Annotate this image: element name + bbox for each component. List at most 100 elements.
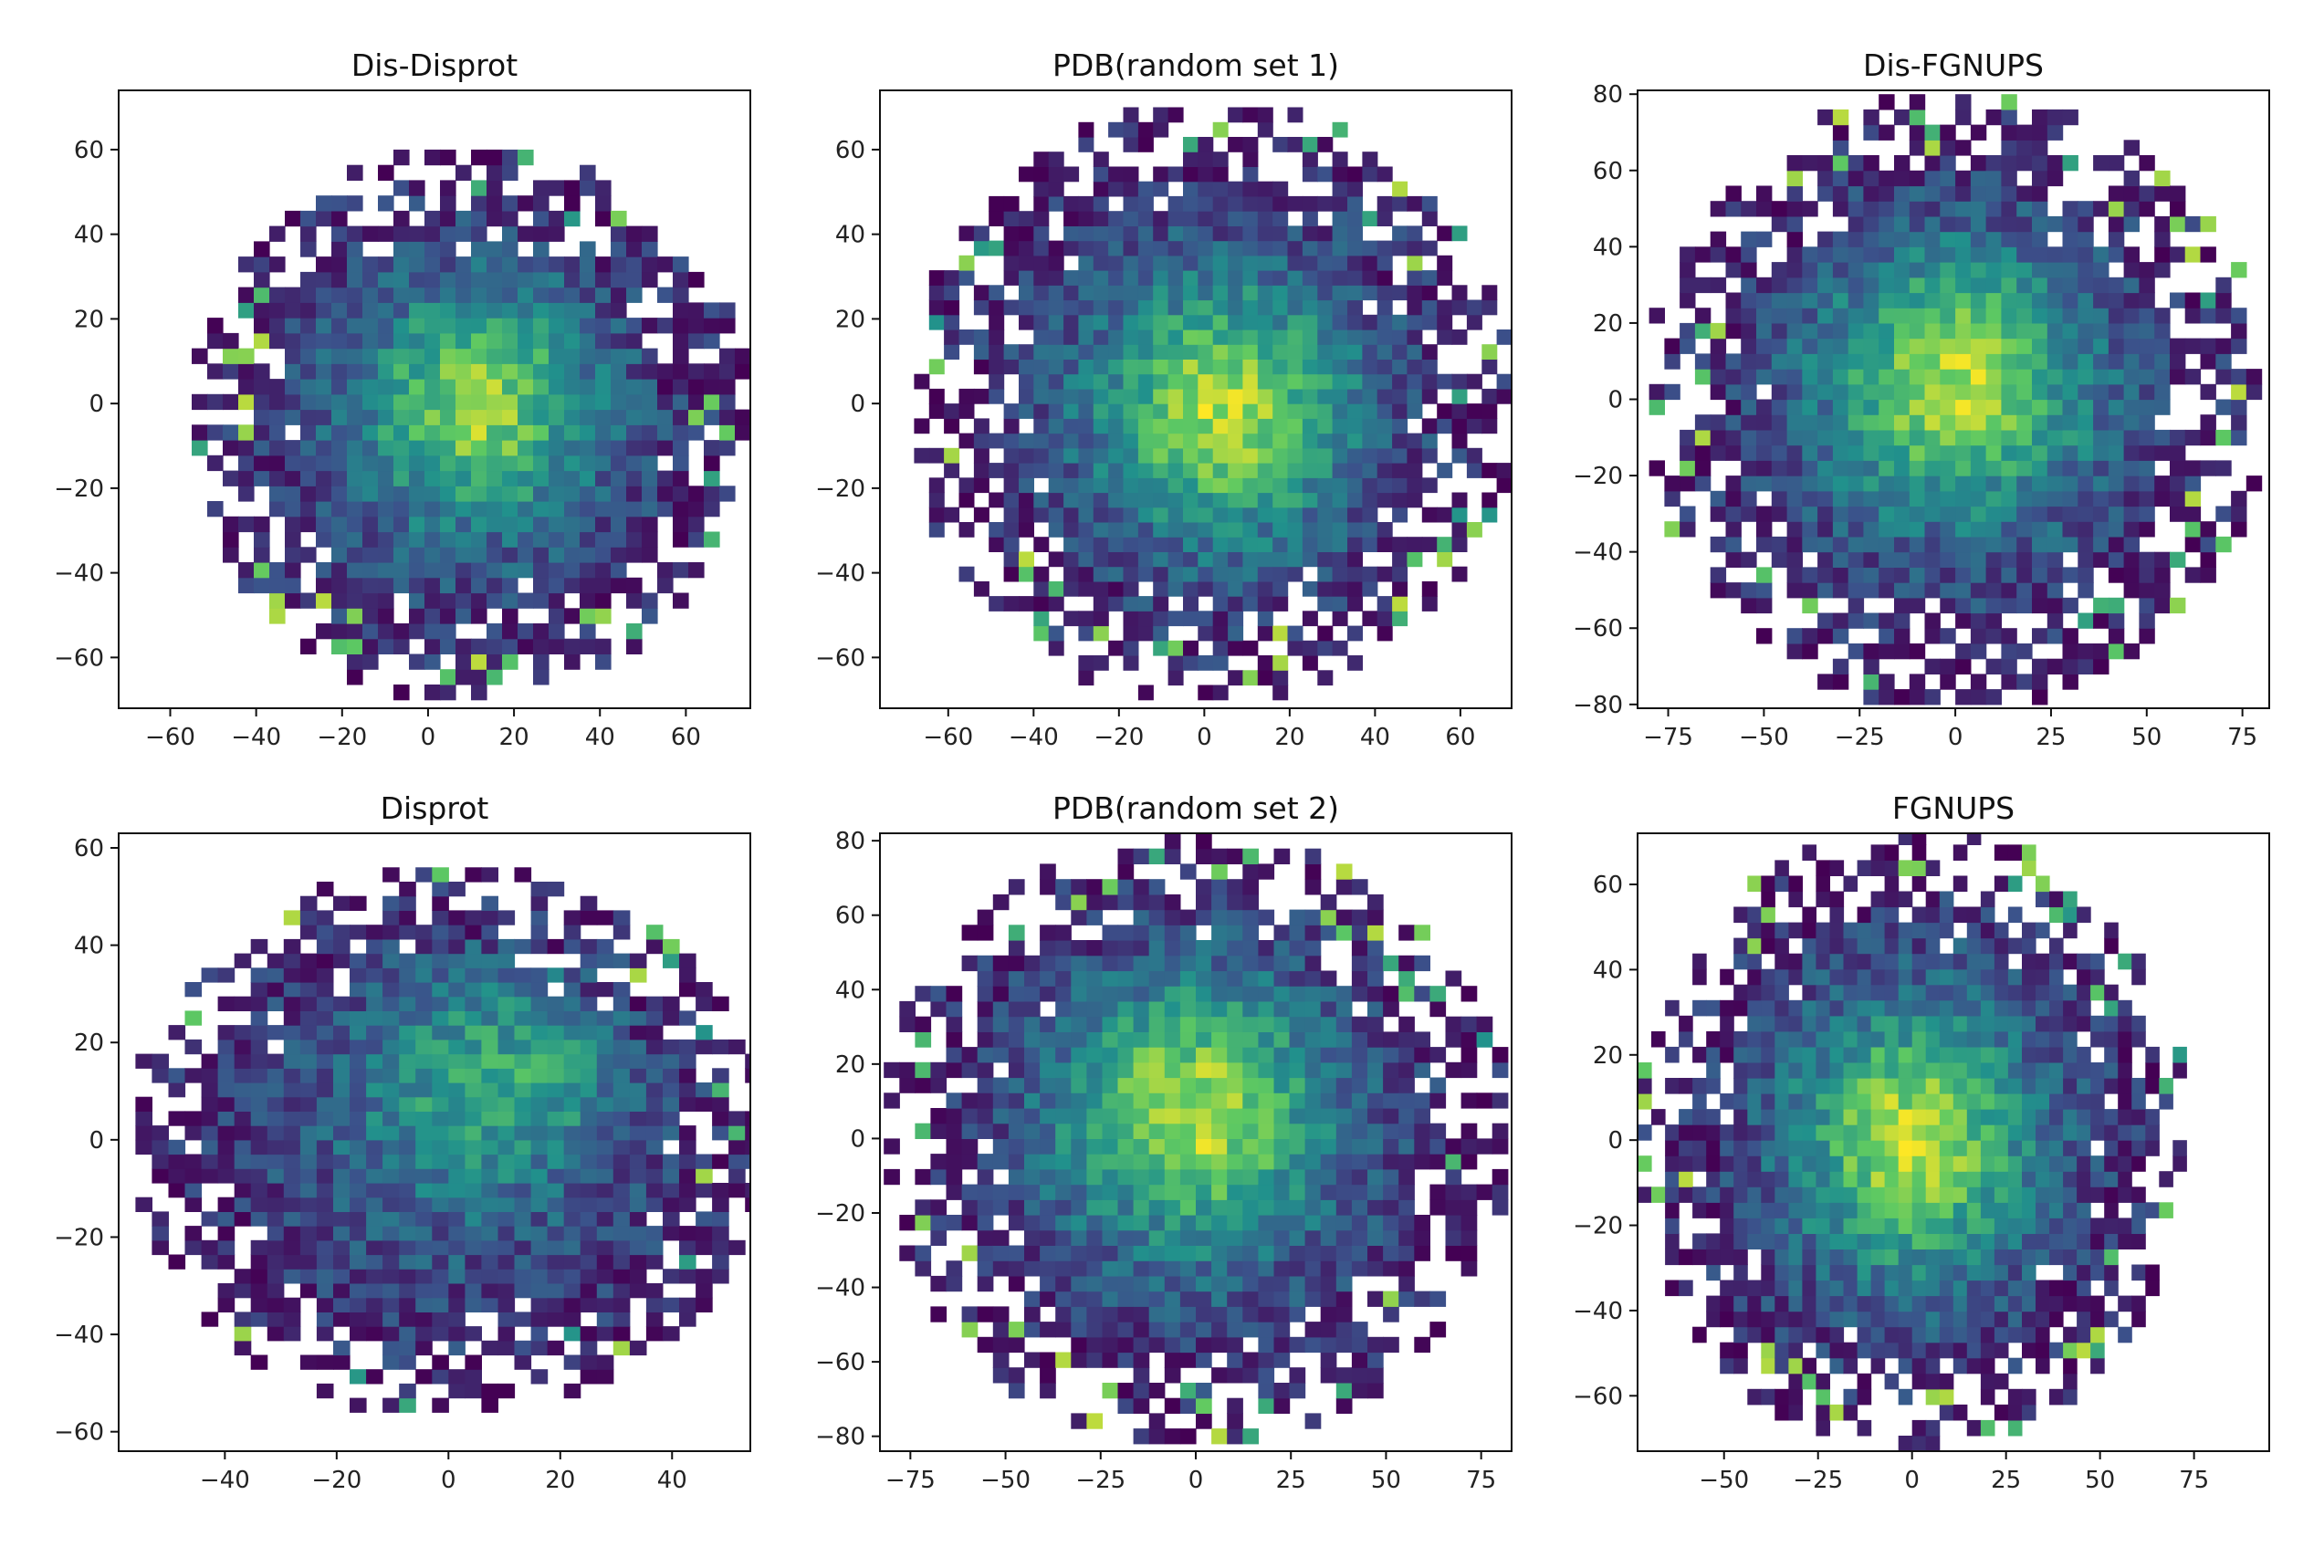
heatmap-cell (393, 516, 410, 533)
heatmap-cell (2200, 536, 2216, 553)
heatmap-cell (1108, 329, 1125, 345)
heatmap-cell (1383, 955, 1399, 972)
heatmap-cell (1008, 970, 1025, 987)
heatmap-cell (299, 1125, 318, 1141)
heatmap-cell (1429, 1322, 1447, 1338)
heatmap-cell (502, 210, 518, 227)
heatmap-cells (884, 833, 1509, 1445)
heatmap-cell (1183, 463, 1199, 478)
x-tick-label: 40 (585, 724, 615, 751)
heatmap-cell (2032, 399, 2048, 415)
heatmap-cell (362, 440, 379, 456)
heatmap-cell (679, 1297, 696, 1312)
heatmap-cell (254, 455, 270, 472)
heatmap-cell (267, 1211, 285, 1227)
heatmap-cell (283, 1197, 301, 1212)
heatmap-cell (1086, 1061, 1104, 1079)
heatmap-cell (1320, 970, 1337, 987)
heatmap-cell (1347, 418, 1363, 434)
heatmap-cell (992, 1154, 1010, 1170)
heatmap-cell (1257, 463, 1273, 478)
heatmap-cell (1460, 1092, 1478, 1109)
heatmap-cell (1451, 329, 1468, 345)
heatmap-cell (696, 1269, 713, 1284)
heatmap-cell (299, 1010, 318, 1026)
heatmap-cell (1148, 1245, 1166, 1261)
heatmap-cell (1258, 1000, 1275, 1018)
heatmap-cell (432, 1111, 449, 1126)
y-tick-label: −40 (815, 560, 865, 588)
heatmap-cell (1832, 369, 1849, 385)
heatmap-cell (973, 418, 989, 434)
heatmap-cell (217, 1197, 236, 1212)
heatmap-cell (2184, 536, 2202, 553)
heatmap-cell (1802, 490, 1818, 507)
y-tick-label: −60 (1573, 615, 1623, 643)
heatmap-cell (1496, 477, 1513, 494)
heatmap-cell (1257, 225, 1273, 242)
heatmap-cell (1817, 612, 1834, 629)
heatmap-cell (217, 967, 236, 983)
heatmap-cell (333, 938, 351, 955)
heatmap-cell (393, 470, 410, 486)
heatmap-cell (1287, 329, 1303, 345)
heatmap-cell (679, 1010, 696, 1026)
heatmap-cell (1848, 551, 1865, 568)
heatmap-cell (502, 225, 518, 242)
heatmap-cell (1407, 477, 1423, 494)
heatmap-cell (1258, 1383, 1275, 1399)
heatmap-cell (1437, 551, 1453, 568)
heatmap-cell (549, 638, 565, 654)
heatmap-cell (1817, 155, 1834, 172)
heatmap-cell (1196, 1215, 1212, 1231)
heatmap-cell (642, 225, 658, 242)
heatmap-cell (254, 287, 270, 303)
heatmap-cell (2108, 155, 2125, 172)
heatmap-cell (331, 256, 348, 273)
heatmap-cell (1148, 1047, 1166, 1063)
heatmap-cell (1879, 444, 1895, 461)
heatmap-cell (2078, 231, 2094, 247)
heatmap-cell (1437, 403, 1453, 419)
heatmap-cell (2016, 536, 2033, 553)
heatmap-cell (300, 287, 317, 303)
heatmap-cell (1407, 225, 1423, 242)
heatmap-cell (1771, 262, 1788, 278)
heatmap-cell (696, 1082, 713, 1098)
heatmap-cell (1227, 1077, 1243, 1093)
heatmap-cell (2001, 231, 2017, 247)
heatmap-cell (2047, 490, 2064, 507)
heatmap-cell (1665, 1202, 1680, 1218)
heatmap-cell (663, 1183, 680, 1198)
heatmap-cell (958, 492, 975, 508)
heatmap-cell (1649, 460, 1665, 476)
heatmap-cell (267, 1183, 285, 1198)
heatmap-cell (549, 287, 565, 303)
heatmap-cell (432, 1354, 449, 1370)
heatmap-cell (283, 1125, 301, 1141)
heatmap-cell (316, 1312, 334, 1327)
heatmap-cell (487, 547, 503, 563)
y-tick-label: −40 (1573, 539, 1623, 567)
heatmap-cell (1351, 1016, 1368, 1032)
heatmap-cell (915, 1215, 932, 1231)
heatmap-cell (234, 953, 252, 968)
heatmap-cell (1273, 1138, 1291, 1155)
heatmap-cell (497, 982, 516, 998)
heatmap-cell (1003, 270, 1020, 286)
heatmap-cell (2032, 246, 2048, 263)
heatmap-cell (580, 608, 596, 624)
heatmap-cell (1033, 255, 1050, 271)
heatmap-cell (2093, 246, 2109, 263)
heatmap-cell (1802, 322, 1818, 340)
heatmap-cell (1167, 240, 1184, 256)
axes-frame (118, 832, 751, 1452)
heatmap-cell (1771, 414, 1788, 431)
heatmap-cell (1093, 240, 1109, 256)
heatmap-cell (1102, 1000, 1119, 1018)
heatmap-cell (1227, 970, 1243, 987)
heatmap-cell (1211, 1306, 1228, 1322)
heatmap-cell (1924, 185, 1941, 202)
heatmap-cell (1228, 477, 1244, 494)
heatmap-cell (465, 1283, 482, 1299)
